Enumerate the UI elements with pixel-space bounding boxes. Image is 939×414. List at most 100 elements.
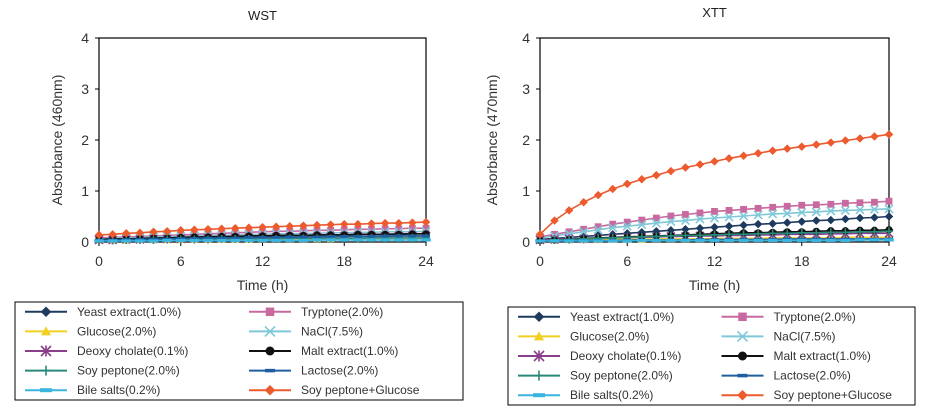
data-point [812,228,821,237]
data-point [709,213,720,223]
data-point [381,225,389,233]
data-point [769,203,777,211]
legend-marker [264,325,276,337]
legend-label: NaCl(7.5%) [301,324,363,338]
data-point [841,214,850,224]
data-point [841,199,849,207]
data-point [651,218,661,228]
y-tick-label: 0 [81,234,89,250]
data-point [782,238,793,243]
data-point [826,228,835,237]
legend-wst: Yeast extract(1.0%) Tryptone(2.0%) Glucose… [14,301,464,401]
data-point [856,199,864,207]
data-point [870,227,879,236]
data-point [395,225,403,233]
data-point [421,217,431,227]
data-point [739,220,748,230]
data-point [739,230,748,239]
data-point [551,230,558,238]
data-point [637,174,647,184]
data-point [285,221,295,231]
legend-label: Glucose(2.0%) [77,324,156,338]
data-point [422,234,430,238]
data-point [312,238,322,242]
data-point [885,227,893,236]
data-point [739,211,749,221]
data-point [666,231,675,240]
data-point [695,231,704,240]
legend-label: Soy peptone(2.0%) [570,369,673,383]
data-point [623,218,631,226]
legend-item: NaCl(7.5%) [249,324,363,338]
data-point [258,222,267,232]
data-point [797,207,807,217]
legend-label: Bile salts(0.2%) [77,383,160,397]
data-point [622,239,633,243]
data-point [135,239,145,243]
data-point [271,222,281,232]
data-point [148,239,159,243]
legend-xtt: Yeast extract(1.0%) Tryptone(2.0%) Glucose… [507,306,916,406]
data-point [768,219,778,228]
data-point [725,206,733,214]
data-point [811,238,822,243]
data-point [827,200,835,208]
legend-marker [265,346,275,356]
legend-marker [737,389,748,401]
data-point [367,219,376,228]
data-point [870,213,879,222]
data-point [380,218,390,228]
data-point [783,229,792,238]
data-point [162,238,172,243]
data-point [798,201,806,209]
data-point [884,212,894,221]
legend-item: NaCl(7.5%) [721,329,836,343]
data-point [607,239,618,243]
series-soy-peptone-2-0 [536,227,893,245]
data-point [885,197,893,205]
data-point [840,238,851,243]
data-point [326,220,335,230]
data-point [216,238,227,243]
data-point [579,227,589,237]
y-tick-label: 2 [81,132,89,148]
data-point [608,223,618,233]
data-point [696,209,704,217]
data-point [884,130,894,139]
legend-label: Malt extract(1.0%) [774,349,871,363]
legend-item: Tryptone(2.0%) [721,310,856,324]
data-point [327,226,335,234]
data-point [870,132,879,141]
legend-label: Yeast extract(1.0%) [570,310,674,324]
data-point [594,223,602,231]
legend-item: Yeast extract(1.0%) [25,305,181,319]
data-point [855,205,865,215]
data-point [550,216,559,225]
data-point [768,229,777,238]
data-point [286,227,294,235]
legend-item: Deoxy cholate(0.1%) [25,344,188,358]
legend-item: Soy peptone(2.0%) [25,364,180,378]
data-point [564,239,574,243]
chart-title: XTT [702,5,727,20]
data-point [855,238,865,242]
data-point [176,237,185,240]
data-point [783,202,791,210]
data-point [422,224,430,232]
data-point [578,239,589,243]
data-point [797,142,807,151]
data-point [257,238,268,243]
data-point [796,238,807,243]
data-point [884,204,894,214]
data-point [797,217,807,226]
data-point [826,238,836,243]
data-point [826,206,836,216]
data-point [190,225,199,235]
data-point [353,234,362,238]
data-point [564,206,574,215]
data-point [651,170,661,180]
legend-marker [534,370,544,381]
y-axis-title: Absorbance (470nm) [484,75,500,206]
x-tick-label: 12 [707,253,723,269]
